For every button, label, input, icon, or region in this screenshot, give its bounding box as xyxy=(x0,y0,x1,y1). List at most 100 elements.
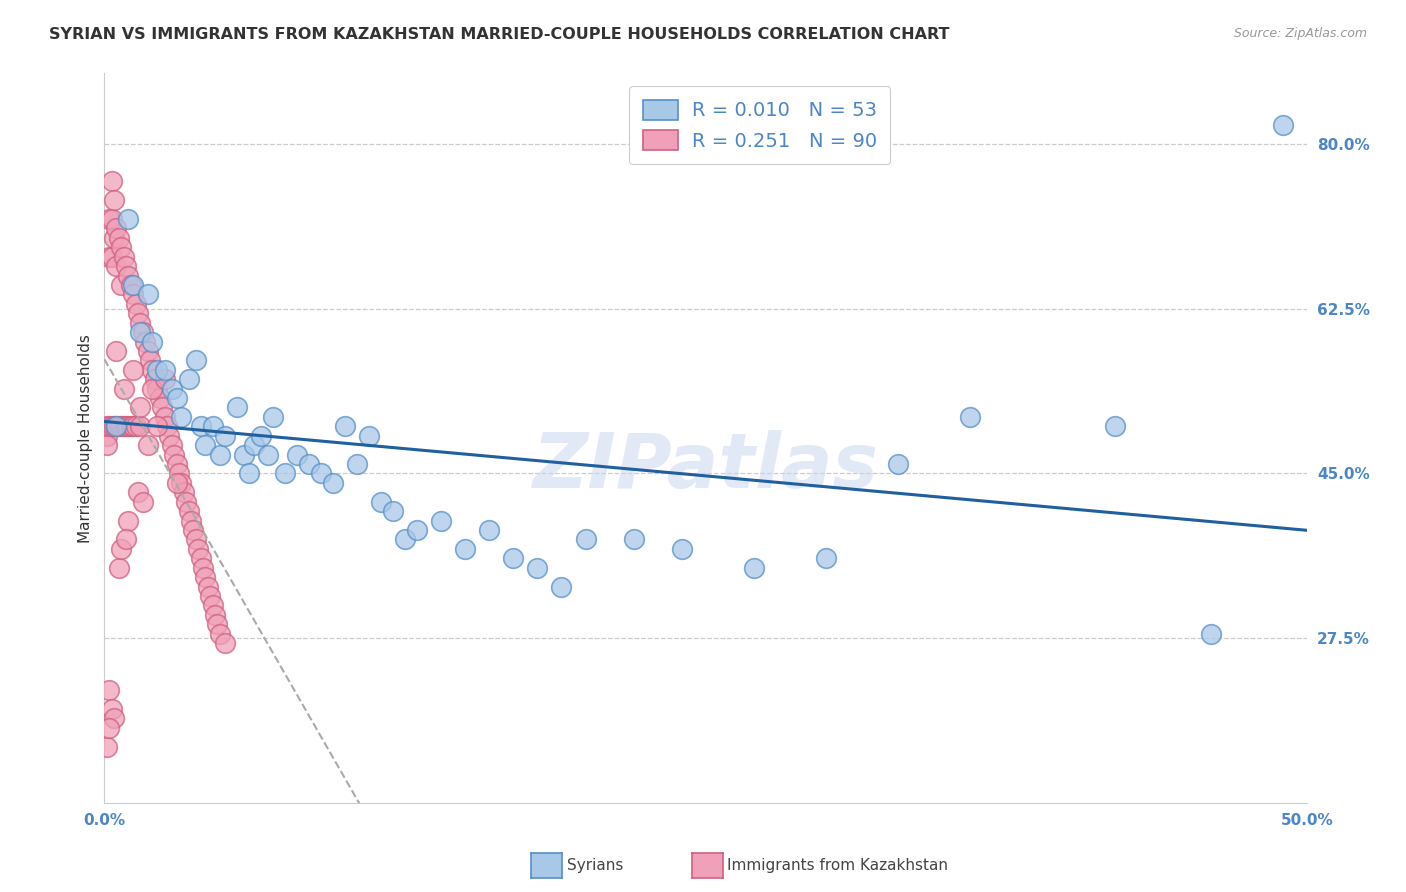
Point xyxy=(124,419,146,434)
Point xyxy=(177,504,200,518)
Point xyxy=(454,541,477,556)
Point xyxy=(204,607,226,622)
Point xyxy=(815,551,838,566)
Point xyxy=(143,372,166,386)
Point xyxy=(129,401,152,415)
Point xyxy=(117,268,139,283)
Point xyxy=(225,401,247,415)
Point xyxy=(117,419,139,434)
Point xyxy=(108,419,131,434)
Point xyxy=(122,287,145,301)
Point xyxy=(191,560,214,574)
Point xyxy=(249,429,271,443)
Point xyxy=(132,494,155,508)
Point xyxy=(100,250,122,264)
Point xyxy=(382,504,405,518)
Point xyxy=(117,212,139,227)
Point xyxy=(190,551,212,566)
Point xyxy=(105,221,128,235)
Point xyxy=(357,429,380,443)
Point xyxy=(98,250,121,264)
Y-axis label: Married-couple Households: Married-couple Households xyxy=(79,334,93,542)
Point xyxy=(98,419,121,434)
Point xyxy=(194,570,217,584)
Point xyxy=(201,419,224,434)
Point xyxy=(105,343,128,358)
Point xyxy=(120,277,142,292)
Point xyxy=(146,419,169,434)
Point xyxy=(103,419,125,434)
Point xyxy=(141,334,163,349)
Point xyxy=(194,438,217,452)
Point xyxy=(346,457,368,471)
Point xyxy=(214,429,236,443)
Point xyxy=(1104,419,1126,434)
Point xyxy=(136,438,159,452)
Point xyxy=(370,494,392,508)
Point xyxy=(197,580,219,594)
Point xyxy=(134,334,156,349)
Point xyxy=(959,409,981,424)
Point xyxy=(108,560,131,574)
Point xyxy=(502,551,524,566)
Point xyxy=(122,277,145,292)
Point xyxy=(430,514,453,528)
Point xyxy=(187,541,209,556)
Point xyxy=(166,475,188,490)
Point xyxy=(96,429,118,443)
Point xyxy=(742,560,765,574)
Point xyxy=(180,514,202,528)
Point xyxy=(127,306,149,320)
Point xyxy=(478,523,501,537)
Point xyxy=(166,457,188,471)
Point xyxy=(149,391,172,405)
Point xyxy=(100,174,122,188)
Point xyxy=(550,580,572,594)
Point xyxy=(110,240,132,254)
Point xyxy=(117,514,139,528)
Point xyxy=(105,419,128,434)
Point xyxy=(129,419,152,434)
Point xyxy=(174,494,197,508)
Legend: R = 0.010   N = 53, R = 0.251   N = 90: R = 0.010 N = 53, R = 0.251 N = 90 xyxy=(630,87,890,164)
Point xyxy=(184,353,207,368)
Text: Immigrants from Kazakhstan: Immigrants from Kazakhstan xyxy=(727,858,948,872)
Point xyxy=(141,382,163,396)
Point xyxy=(298,457,321,471)
Point xyxy=(177,372,200,386)
Point xyxy=(129,316,152,330)
Point xyxy=(141,363,163,377)
Point xyxy=(406,523,429,537)
Point xyxy=(112,382,135,396)
Point xyxy=(122,419,145,434)
Point xyxy=(163,448,186,462)
Text: Source: ZipAtlas.com: Source: ZipAtlas.com xyxy=(1233,27,1367,40)
Point xyxy=(190,419,212,434)
Point xyxy=(136,287,159,301)
Point xyxy=(139,353,162,368)
Point xyxy=(129,325,152,339)
Point xyxy=(100,702,122,716)
Point xyxy=(166,391,188,405)
Point xyxy=(208,448,231,462)
Point xyxy=(96,419,118,434)
Text: ZIPatlas: ZIPatlas xyxy=(533,430,879,504)
Point xyxy=(115,419,138,434)
Point xyxy=(98,683,121,698)
Point xyxy=(167,467,190,481)
Point xyxy=(160,438,183,452)
Point xyxy=(173,485,195,500)
Point xyxy=(103,193,125,207)
Point xyxy=(232,448,254,462)
Point xyxy=(110,419,132,434)
Point xyxy=(208,626,231,640)
Point xyxy=(153,363,176,377)
Text: SYRIAN VS IMMIGRANTS FROM KAZAKHSTAN MARRIED-COUPLE HOUSEHOLDS CORRELATION CHART: SYRIAN VS IMMIGRANTS FROM KAZAKHSTAN MAR… xyxy=(49,27,949,42)
Point xyxy=(238,467,260,481)
Point xyxy=(96,438,118,452)
Point xyxy=(108,231,131,245)
Point xyxy=(96,739,118,754)
Point xyxy=(156,419,179,434)
Point xyxy=(200,589,222,603)
Point xyxy=(105,259,128,273)
